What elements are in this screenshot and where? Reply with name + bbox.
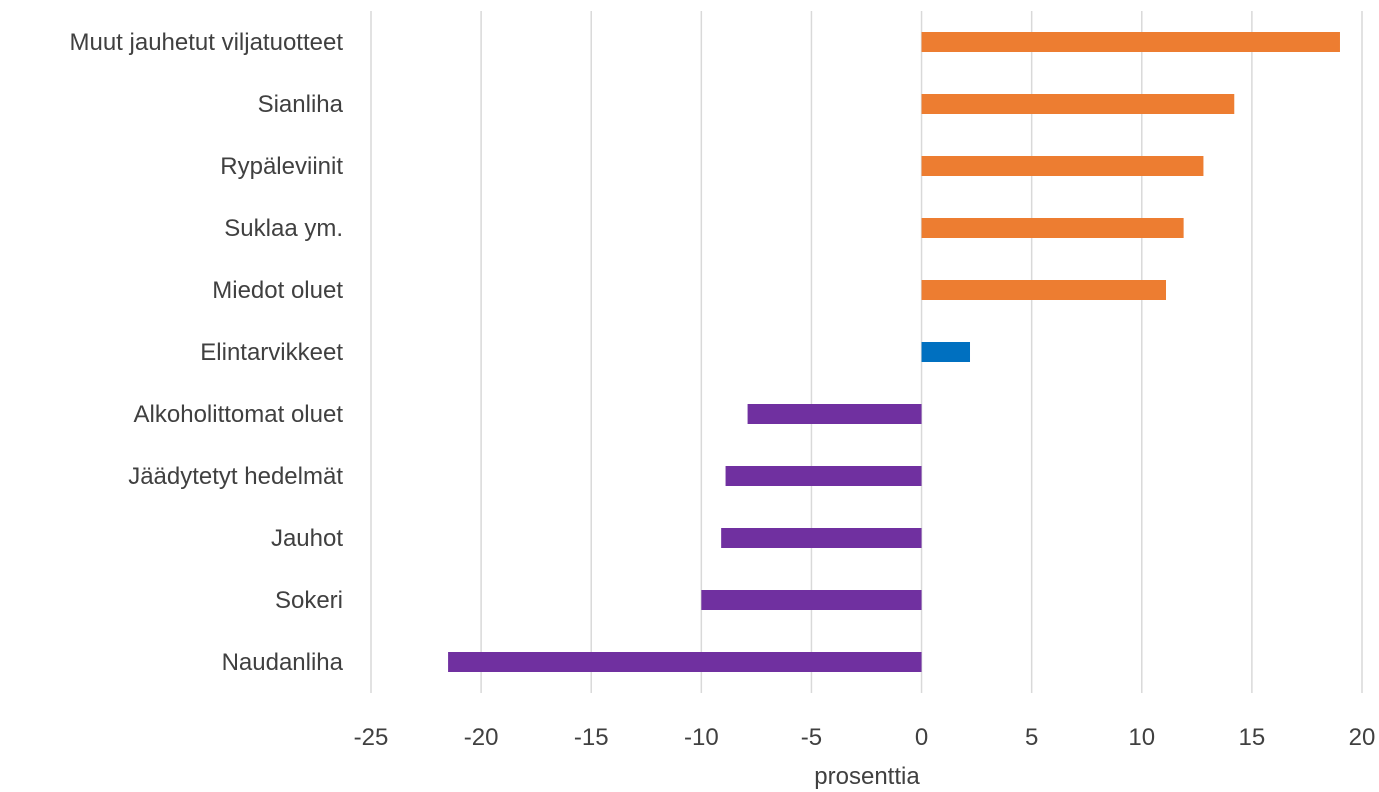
bar	[747, 404, 922, 424]
bar	[721, 528, 922, 548]
category-label: Suklaa ym.	[224, 215, 343, 242]
category-label: Alkoholittomat oluet	[134, 401, 344, 428]
category-label: Naudanliha	[222, 649, 344, 676]
x-tick-label: -5	[801, 724, 822, 751]
category-label: Sokeri	[275, 587, 343, 614]
category-label: Rypäleviinit	[220, 153, 343, 180]
category-label: Miedot oluet	[212, 277, 343, 304]
bar	[921, 94, 1235, 114]
category-label: Jäädytetyt hedelmät	[128, 463, 343, 490]
category-label: Elintarvikkeet	[200, 339, 343, 366]
bar	[725, 466, 922, 486]
x-tick-label: 10	[1128, 724, 1155, 751]
x-axis-title: prosenttia	[814, 763, 920, 790]
category-label: Sianliha	[258, 91, 344, 118]
x-tick-label: -20	[464, 724, 499, 751]
category-label: Muut jauhetut viljatuotteet	[69, 29, 343, 56]
bar	[921, 342, 971, 362]
x-tick-label: -10	[684, 724, 719, 751]
bar	[921, 218, 1184, 238]
category-label: Jauhot	[271, 525, 343, 552]
category-labels: Muut jauhetut viljatuotteet Sianliha Rypäl…	[69, 29, 343, 676]
bar	[701, 590, 922, 610]
x-tick-label: -25	[354, 724, 389, 751]
x-tick-label: 20	[1349, 724, 1376, 751]
bar	[921, 156, 1204, 176]
bar	[921, 32, 1340, 52]
x-tick-label: 5	[1025, 724, 1038, 751]
bars	[448, 32, 1340, 672]
x-tick-label: 15	[1239, 724, 1266, 751]
bar	[448, 652, 922, 672]
bar	[921, 280, 1167, 300]
x-tick-labels: -25 -20 -15 -10 -5 0 5 10 15 20	[354, 724, 1376, 751]
x-tick-label: -15	[574, 724, 609, 751]
x-tick-label: 0	[915, 724, 928, 751]
